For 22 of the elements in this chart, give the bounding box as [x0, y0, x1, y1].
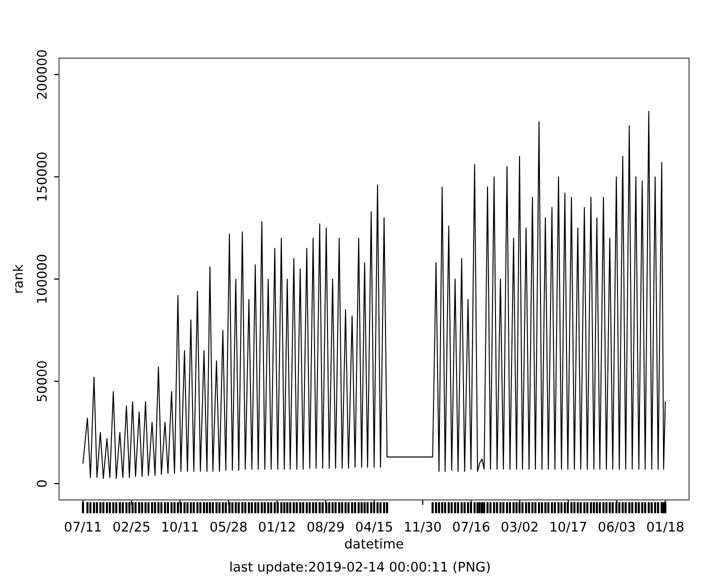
- x-tick-label: 02/25: [113, 522, 150, 533]
- x-tick-label: 07/11: [64, 522, 101, 533]
- x-tick-label: 08/29: [307, 522, 344, 533]
- line-series: [82, 110, 666, 479]
- x-tick-label: 01/18: [647, 522, 684, 533]
- y-tick-label: 100000: [36, 254, 47, 303]
- x-tick-label: 04/15: [356, 522, 392, 533]
- y-tick-label: 150000: [36, 152, 47, 201]
- x-tick-label: 07/16: [453, 522, 490, 533]
- x-tick-label: 06/03: [598, 522, 635, 533]
- text: last update:2019-02-14 00:00:11 (PNG): [230, 562, 490, 574]
- x-tick-label: 05/28: [210, 522, 247, 533]
- y-axis-title: rank: [12, 264, 23, 293]
- y-tick-label: 0: [36, 480, 47, 487]
- y-tick-label: 50000: [36, 361, 47, 402]
- x-tick-label: 10/11: [162, 522, 198, 533]
- x-tick-label: 10/17: [550, 522, 586, 533]
- x-tick-label: 01/12: [258, 522, 295, 533]
- y-tick-label: 200000: [36, 50, 47, 99]
- x-tick-label: 11/30: [405, 522, 441, 533]
- x-axis-title: datetime: [344, 538, 404, 549]
- x-tick-label: 03/02: [502, 522, 538, 533]
